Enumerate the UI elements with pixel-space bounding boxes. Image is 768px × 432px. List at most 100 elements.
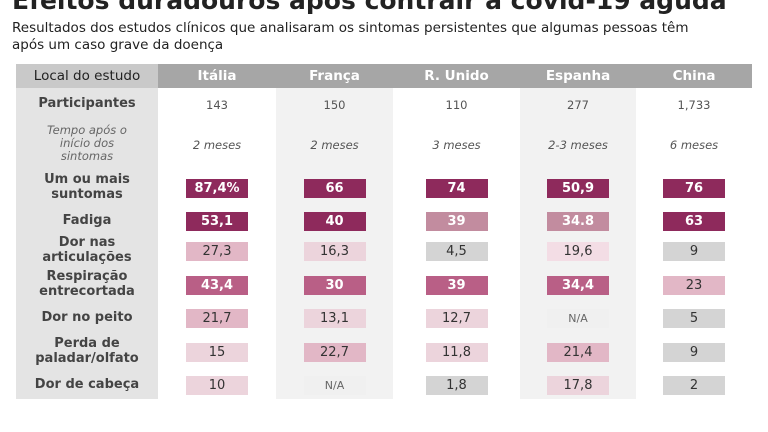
value-badge: 21,4 xyxy=(547,342,609,362)
table-cell: 23 xyxy=(636,265,752,303)
table-row: Dor de cabeça 10 N/A 1,8 17,8 2 xyxy=(16,370,752,399)
table-cell: 143 xyxy=(158,88,276,118)
value-badge: 39 xyxy=(425,212,488,231)
value-badge: 1,8 xyxy=(425,376,488,395)
table-cell: 13,1 xyxy=(276,303,393,332)
value-badge: 63 xyxy=(663,212,725,231)
table-cell: 6 meses xyxy=(636,118,752,168)
row-label: Dor nas articulações xyxy=(16,235,158,265)
country-header: França xyxy=(276,64,393,88)
value-badge: 17,8 xyxy=(547,376,609,395)
row-label: Respiração entrecortada xyxy=(16,265,158,303)
table-cell: 63 xyxy=(636,206,752,235)
value-badge: 23 xyxy=(663,275,725,295)
value-badge: 40 xyxy=(303,212,366,231)
table-row: Um ou mais suntomas 87,4% 66 74 50,9 76 xyxy=(16,168,752,206)
row-label: Dor de cabeça xyxy=(16,370,158,399)
table-cell: 34,4 xyxy=(520,265,636,303)
value-badge: 34,4 xyxy=(547,275,609,295)
cell-value: 143 xyxy=(206,97,228,112)
value-badge: 76 xyxy=(663,178,725,198)
value-badge: 15 xyxy=(186,342,248,362)
table-row: Respiração entrecortada 43,4 30 39 34,4 23 xyxy=(16,265,752,303)
country-header: R. Unido xyxy=(393,64,520,88)
table-cell: N/A xyxy=(276,370,393,399)
na-badge: N/A xyxy=(547,309,609,328)
value-badge: 16,3 xyxy=(303,241,366,261)
table-cell: 76 xyxy=(636,168,752,206)
table-cell: 2 meses xyxy=(276,118,393,168)
value-badge: 87,4% xyxy=(186,178,248,198)
table-cell: 12,7 xyxy=(393,303,520,332)
table-cell: 1,733 xyxy=(636,88,752,118)
table-cell: 10 xyxy=(158,370,276,399)
table-row: Fadiga 53,1 40 39 34.8 63 xyxy=(16,206,752,235)
row-label: Fadiga xyxy=(16,206,158,235)
value-badge: 4,5 xyxy=(425,241,488,261)
table-cell: 5 xyxy=(636,303,752,332)
table-cell: 39 xyxy=(393,206,520,235)
header-row: Local do estudo Itália França R. Unido E… xyxy=(16,64,752,88)
cell-value: 150 xyxy=(323,97,346,112)
value-badge: 27,3 xyxy=(186,241,248,261)
table-cell: 17,8 xyxy=(520,370,636,399)
value-badge: 21,7 xyxy=(186,309,248,328)
row-label: Um ou mais suntomas xyxy=(16,168,158,206)
corner-label: Local do estudo xyxy=(16,64,158,88)
table-row: Dor no peito 21,7 13,1 12,7 N/A 5 xyxy=(16,303,752,332)
table-cell: 30 xyxy=(276,265,393,303)
value-badge: 53,1 xyxy=(186,212,248,231)
value-badge: 9 xyxy=(663,241,725,261)
value-badge: 74 xyxy=(425,178,488,198)
table-cell: 9 xyxy=(636,235,752,265)
table-cell: 87,4% xyxy=(158,168,276,206)
cell-value: 6 meses xyxy=(669,137,719,152)
value-badge: 19,6 xyxy=(547,241,609,261)
table-cell: 22,7 xyxy=(276,332,393,370)
table-cell: 43,4 xyxy=(158,265,276,303)
table-cell: 11,8 xyxy=(393,332,520,370)
table-cell: 50,9 xyxy=(520,168,636,206)
table-cell: 53,1 xyxy=(158,206,276,235)
table-cell: 4,5 xyxy=(393,235,520,265)
row-label: Tempo após o início dos sintomas xyxy=(16,118,158,168)
row-label: Perda de paladar/olfato xyxy=(16,332,158,370)
table-cell: N/A xyxy=(520,303,636,332)
value-badge: 39 xyxy=(425,275,488,295)
cell-value: 2 meses xyxy=(310,137,359,152)
table-cell: 66 xyxy=(276,168,393,206)
table-cell: 21,7 xyxy=(158,303,276,332)
chart-subtitle: Resultados dos estudos clínicos que anal… xyxy=(12,20,689,53)
table-cell: 19,6 xyxy=(520,235,636,265)
value-badge: 5 xyxy=(663,309,725,328)
table-cell: 150 xyxy=(276,88,393,118)
table-body: Participantes 143 150 110 277 1,733 Tempo após… xyxy=(16,88,752,399)
value-badge: 43,4 xyxy=(186,275,248,295)
value-badge: 10 xyxy=(186,376,248,395)
table-cell: 16,3 xyxy=(276,235,393,265)
table-row: Tempo após o início dos sintomas 2 meses 2… xyxy=(16,118,752,168)
table-cell: 9 xyxy=(636,332,752,370)
country-header: Itália xyxy=(158,64,276,88)
value-badge: 50,9 xyxy=(547,178,609,198)
value-badge: 30 xyxy=(303,275,366,295)
table-cell: 39 xyxy=(393,265,520,303)
country-header: China xyxy=(636,64,752,88)
table-cell: 2-3 meses xyxy=(520,118,636,168)
table-cell: 74 xyxy=(393,168,520,206)
cell-value: 3 meses xyxy=(432,137,481,152)
cell-value: 1,733 xyxy=(677,97,711,112)
cell-value: 110 xyxy=(445,97,468,112)
row-label: Participantes xyxy=(16,88,158,118)
value-badge: 22,7 xyxy=(303,342,366,362)
symptoms-table: Local do estudo Itália França R. Unido E… xyxy=(16,64,752,399)
table-cell: 27,3 xyxy=(158,235,276,265)
table-cell: 34.8 xyxy=(520,206,636,235)
cell-value: 2-3 meses xyxy=(548,137,608,152)
table-cell: 2 meses xyxy=(158,118,276,168)
table-cell: 3 meses xyxy=(393,118,520,168)
value-badge: 34.8 xyxy=(547,212,609,231)
value-badge: 13,1 xyxy=(303,309,366,328)
table-cell: 21,4 xyxy=(520,332,636,370)
cell-value: 2 meses xyxy=(192,137,242,152)
